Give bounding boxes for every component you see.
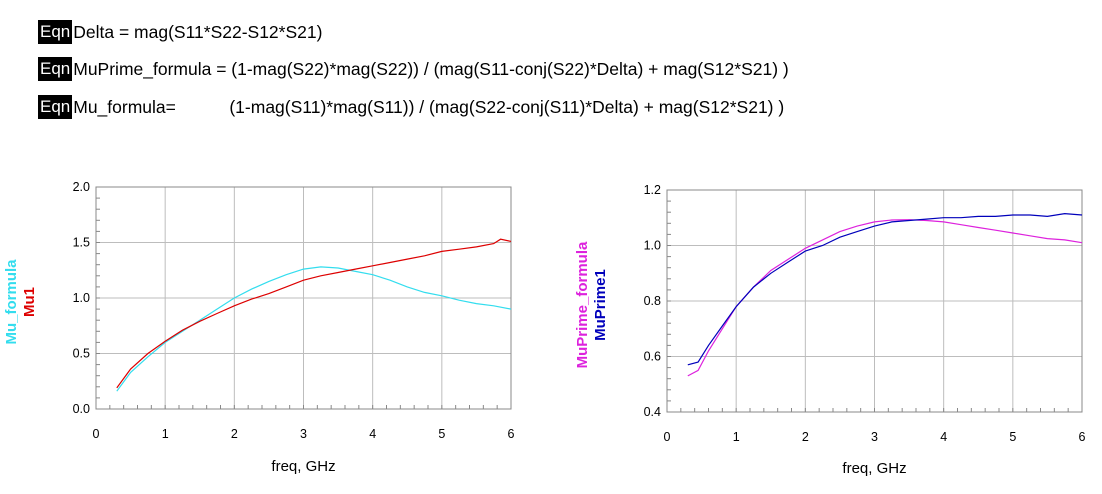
y-tick-label: 1.2 (644, 183, 661, 197)
x-tick-label: 5 (438, 427, 445, 441)
series-line (116, 266, 512, 392)
y-tick-label: 0.0 (73, 402, 90, 416)
equation-text: Delta = mag(S11*S22-S12*S21) (73, 22, 323, 42)
x-tick-label: 5 (1009, 430, 1016, 444)
y-tick-label: 1.5 (73, 236, 90, 250)
series-line (116, 238, 512, 389)
y-tick-label: 0.4 (644, 405, 661, 419)
x-tick-label: 6 (508, 427, 515, 441)
eqn-badge: Eqn (38, 20, 73, 44)
x-tick-label: 3 (871, 430, 878, 444)
y-axis-label: Mu_formula (3, 259, 20, 345)
x-axis-label: freq, GHz (842, 460, 906, 477)
series-line (687, 212, 1083, 366)
y-tick-label: 2.0 (73, 180, 90, 194)
y-tick-label: 0.5 (73, 347, 90, 361)
x-tick-label: 1 (162, 427, 169, 441)
plot-frame (95, 186, 512, 410)
x-tick-label: 2 (802, 430, 809, 444)
x-tick-label: 0 (93, 427, 100, 441)
series-line (687, 219, 1083, 377)
eqn-badge: Eqn (38, 57, 73, 81)
plot-frame (666, 189, 1083, 413)
equation-mu: Eqn Mu_formula= (1-mag(S11)*mag(S11)) / … (38, 95, 784, 119)
x-tick-label: 4 (940, 430, 947, 444)
y-axis-label: MuPrime1 (592, 269, 609, 341)
x-tick-label: 4 (369, 427, 376, 441)
y-tick-label: 1.0 (644, 239, 661, 253)
y-tick-label: 1.0 (73, 291, 90, 305)
equation-delta: Eqn Delta = mag(S11*S22-S12*S21) (38, 20, 322, 44)
x-tick-label: 2 (231, 427, 238, 441)
equation-text: Mu_formula= (1-mag(S11)*mag(S11)) / (mag… (73, 97, 785, 117)
y-tick-label: 0.8 (644, 294, 661, 308)
y-axis-label: MuPrime_formula (574, 241, 591, 368)
equation-muprime: Eqn MuPrime_formula = (1-mag(S22)*mag(S2… (38, 57, 789, 81)
y-axis-label: Mu1 (21, 287, 38, 317)
x-tick-label: 3 (300, 427, 307, 441)
x-tick-label: 1 (733, 430, 740, 444)
x-tick-label: 6 (1079, 430, 1086, 444)
eqn-badge: Eqn (38, 95, 73, 119)
x-tick-label: 0 (664, 430, 671, 444)
x-axis-label: freq, GHz (271, 458, 335, 475)
equation-text: MuPrime_formula = (1-mag(S22)*mag(S22)) … (73, 59, 789, 79)
y-tick-label: 0.6 (644, 350, 661, 364)
